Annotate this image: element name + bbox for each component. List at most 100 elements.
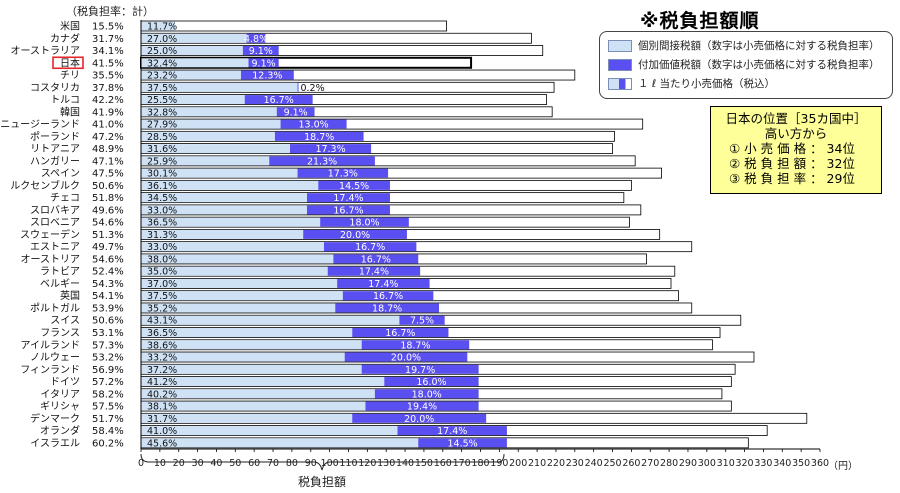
vat-bar xyxy=(297,168,389,178)
ranking-subtitle: 高い方から xyxy=(764,126,828,141)
excise-bar xyxy=(141,82,298,92)
total-rate-label: 47.1% xyxy=(92,156,124,167)
bar-row: イスラエル 60.2% 14.5% 45.6% xyxy=(30,437,749,449)
country-label: フィンランド xyxy=(20,364,80,376)
vat-bar xyxy=(397,426,507,436)
vat-rate-label: 17.3% xyxy=(328,169,358,180)
japan-highlight-box xyxy=(52,56,84,70)
ranking-item: ② 税 負 担 額 ： 32位 xyxy=(729,156,855,171)
country-label: ニュージーランド xyxy=(0,119,80,131)
vat-rate-label: 20.0% xyxy=(340,230,370,241)
bar-row: オーストラリア 34.1% 9.1% 25.0% xyxy=(11,45,544,57)
legend-label-excise: 個別間接税額（数字は小売価格に対する税負担率） xyxy=(638,40,880,52)
vat-rate-label: 18.0% xyxy=(412,389,442,400)
excise-rate-label: 32.8% xyxy=(147,107,177,118)
x-tick-label: 220 xyxy=(547,458,565,469)
total-rate-label: 41.5% xyxy=(92,58,124,69)
x-tick-label: 290 xyxy=(679,458,697,469)
total-rate-label: 54.1% xyxy=(92,291,124,302)
country-label: 日本 xyxy=(60,56,80,69)
bar-row: スロベニア 54.6% 18.0% 36.5% xyxy=(30,217,630,229)
vat-rate-label: 20.0% xyxy=(404,414,434,425)
bar-row: ギリシャ 57.5% 19.4% 38.1% xyxy=(40,401,732,413)
country-label: 米国 xyxy=(60,20,80,33)
excise-bar xyxy=(141,131,275,141)
bar-row: ポーランド 47.2% 18.7% 28.5% xyxy=(30,131,615,143)
vat-rate-label: 16.7% xyxy=(333,205,363,216)
excise-bar xyxy=(141,168,298,178)
vat-bar xyxy=(280,119,347,129)
vat-bar xyxy=(246,33,266,43)
x-tick-label: 240 xyxy=(585,458,603,469)
excise-rate-label: 23.2% xyxy=(147,71,177,82)
tax-amount-brace xyxy=(140,453,505,471)
excise-bar xyxy=(141,315,400,325)
country-label: ノルウェー xyxy=(30,352,80,364)
bar-row: イタリア 58.2% 18.0% 40.2% xyxy=(40,388,723,400)
x-tick-label: 40 xyxy=(210,458,222,469)
x-tick-label: 90 xyxy=(305,458,317,469)
x-tick-label: 20 xyxy=(173,458,185,469)
vat-bar xyxy=(327,266,421,276)
legend-item-vat: 付加価値税額（数字は小売価格に対する税負担率） xyxy=(608,57,880,72)
excise-bar xyxy=(141,95,245,105)
total-rate-label: 54.6% xyxy=(92,218,124,229)
excise-bar xyxy=(141,438,419,448)
x-tick-label: 30 xyxy=(192,458,204,469)
excise-rate-label: 25.9% xyxy=(147,156,177,167)
bar-row: ニュージーランド 41.0% 13.0% 27.9% xyxy=(0,119,644,131)
vat-swatch-icon xyxy=(608,59,632,71)
excise-rate-label: 41.0% xyxy=(147,426,177,437)
vat-rate-label: 16.7% xyxy=(355,242,385,253)
bar-row: 日本 41.5% 9.1% 32.4% xyxy=(52,56,473,70)
country-label: ラトビア xyxy=(40,266,80,278)
x-tick-label: 100 xyxy=(321,458,339,469)
excise-rate-label: 36.5% xyxy=(147,218,177,229)
country-label: スロバキア xyxy=(30,204,80,216)
bar-row: ドイツ 57.2% 16.0% 41.2% xyxy=(50,376,732,388)
total-rate-label: 37.8% xyxy=(92,83,124,94)
country-label: デンマーク xyxy=(30,412,80,425)
excise-rate-label: 36.1% xyxy=(147,181,177,192)
vat-rate-label: 7.5% xyxy=(410,316,434,327)
vat-rate-label: 13.0% xyxy=(298,120,328,131)
excise-bar xyxy=(141,217,321,227)
total-rate-label: 54.3% xyxy=(92,279,124,290)
x-tick-label: 360 xyxy=(811,458,829,469)
x-tick-label: 200 xyxy=(509,458,527,469)
vat-bar xyxy=(399,315,445,325)
excise-bar xyxy=(141,278,338,288)
x-tick-label: 330 xyxy=(754,458,772,469)
excise-rate-label: 25.5% xyxy=(147,95,177,106)
total-rate-label: 56.9% xyxy=(92,365,124,376)
vat-bar xyxy=(323,242,417,252)
vat-rate-label: 9.1% xyxy=(284,107,308,118)
x-tick-label: 0 xyxy=(138,458,144,469)
bar-row: エストニア 49.7% 16.7% 33.0% xyxy=(30,241,693,253)
vat-bar xyxy=(361,340,470,350)
vat-bar xyxy=(384,377,479,387)
excise-bar xyxy=(141,107,277,117)
excise-rate-label: 27.0% xyxy=(147,34,177,45)
vat-rate-label: 18.7% xyxy=(400,340,430,351)
ranking-item: ① 小 売 価 格 ： 34位 xyxy=(729,141,855,156)
excise-rate-label: 27.9% xyxy=(147,120,177,131)
excise-rate-label: 28.5% xyxy=(147,132,177,143)
x-tick-label: 280 xyxy=(660,458,678,469)
vat-bar xyxy=(342,291,434,301)
country-label: トルコ xyxy=(50,95,80,106)
excise-rate-label: 30.1% xyxy=(147,169,177,180)
country-label: フランス xyxy=(40,327,80,339)
vat-rate-label: 14.5% xyxy=(339,181,369,192)
total-rate-label: 50.6% xyxy=(92,181,124,192)
total-rate-label: 51.7% xyxy=(92,414,124,425)
country-label: イスラエル xyxy=(30,437,80,449)
country-label: ドイツ xyxy=(50,377,80,388)
vat-bar xyxy=(320,217,409,227)
country-label: 韓国 xyxy=(60,106,80,118)
country-label: スロベニア xyxy=(30,217,80,229)
bar-row: ルクセンブルク 50.6% 14.5% 36.1% xyxy=(10,179,632,192)
x-tick-label: 250 xyxy=(603,458,621,469)
total-rate-label: 31.7% xyxy=(92,34,124,45)
